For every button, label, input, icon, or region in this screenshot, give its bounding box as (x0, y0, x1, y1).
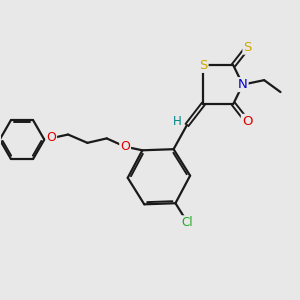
Text: H: H (173, 115, 182, 128)
Text: O: O (46, 131, 56, 144)
Text: O: O (242, 115, 252, 128)
Text: S: S (244, 40, 252, 54)
Text: Cl: Cl (182, 216, 194, 229)
Text: O: O (120, 140, 130, 153)
Text: S: S (199, 59, 208, 72)
Text: N: N (238, 78, 247, 91)
